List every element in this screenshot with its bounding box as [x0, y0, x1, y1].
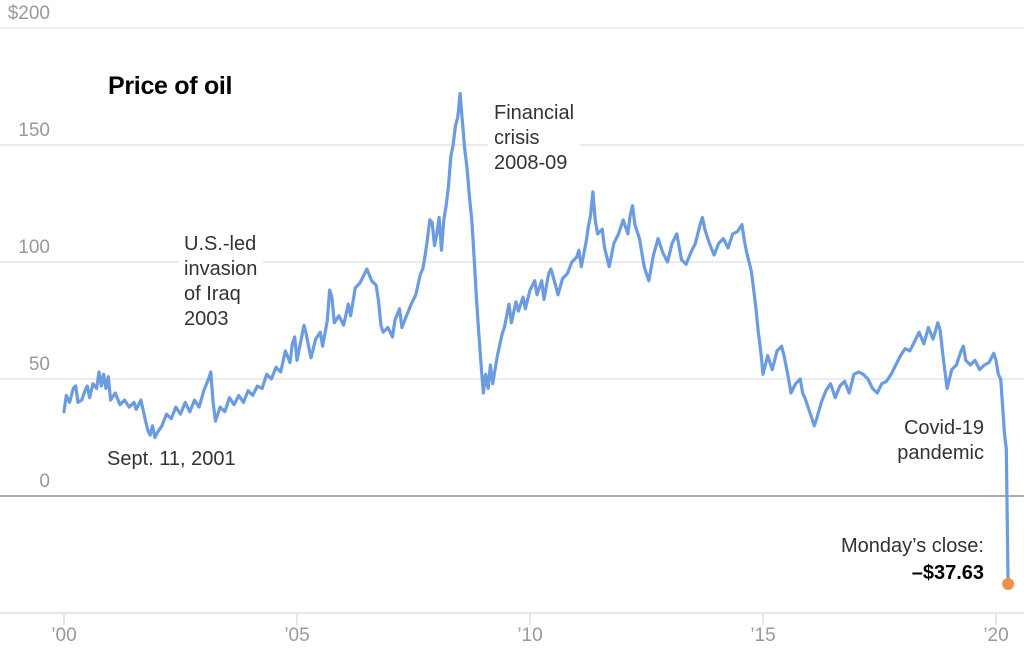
y-tick-label: 50	[28, 354, 50, 375]
y-tick-label: 0	[39, 471, 50, 492]
close-value: –$37.63	[911, 562, 984, 584]
annotation-sept11: Sept. 11, 2001	[107, 448, 236, 470]
x-tick-label: ’15	[750, 625, 776, 646]
annotation-financial-crisis: Financial crisis 2008-09	[488, 101, 581, 176]
y-tick-label: 150	[18, 120, 50, 141]
x-tick-label: ’05	[284, 625, 310, 646]
annotation-covid: Covid-19 pandemic	[897, 417, 984, 464]
y-tick-label: 100	[18, 237, 50, 258]
x-tick-label: ’10	[517, 625, 543, 646]
chart-title: Price of oil	[108, 72, 233, 100]
annotation-iraq-invasion: U.S.-led invasion of Iraq 2003	[178, 232, 264, 332]
x-tick-label: ’00	[51, 625, 77, 646]
x-axis-ticks	[63, 614, 997, 625]
y-tick-label: $200	[7, 3, 50, 24]
close-marker	[1002, 578, 1015, 591]
annotation-monday-close: Monday’s close: –$37.63	[841, 533, 984, 587]
x-tick-label: ’20	[983, 625, 1009, 646]
price-line	[62, 91, 1010, 586]
